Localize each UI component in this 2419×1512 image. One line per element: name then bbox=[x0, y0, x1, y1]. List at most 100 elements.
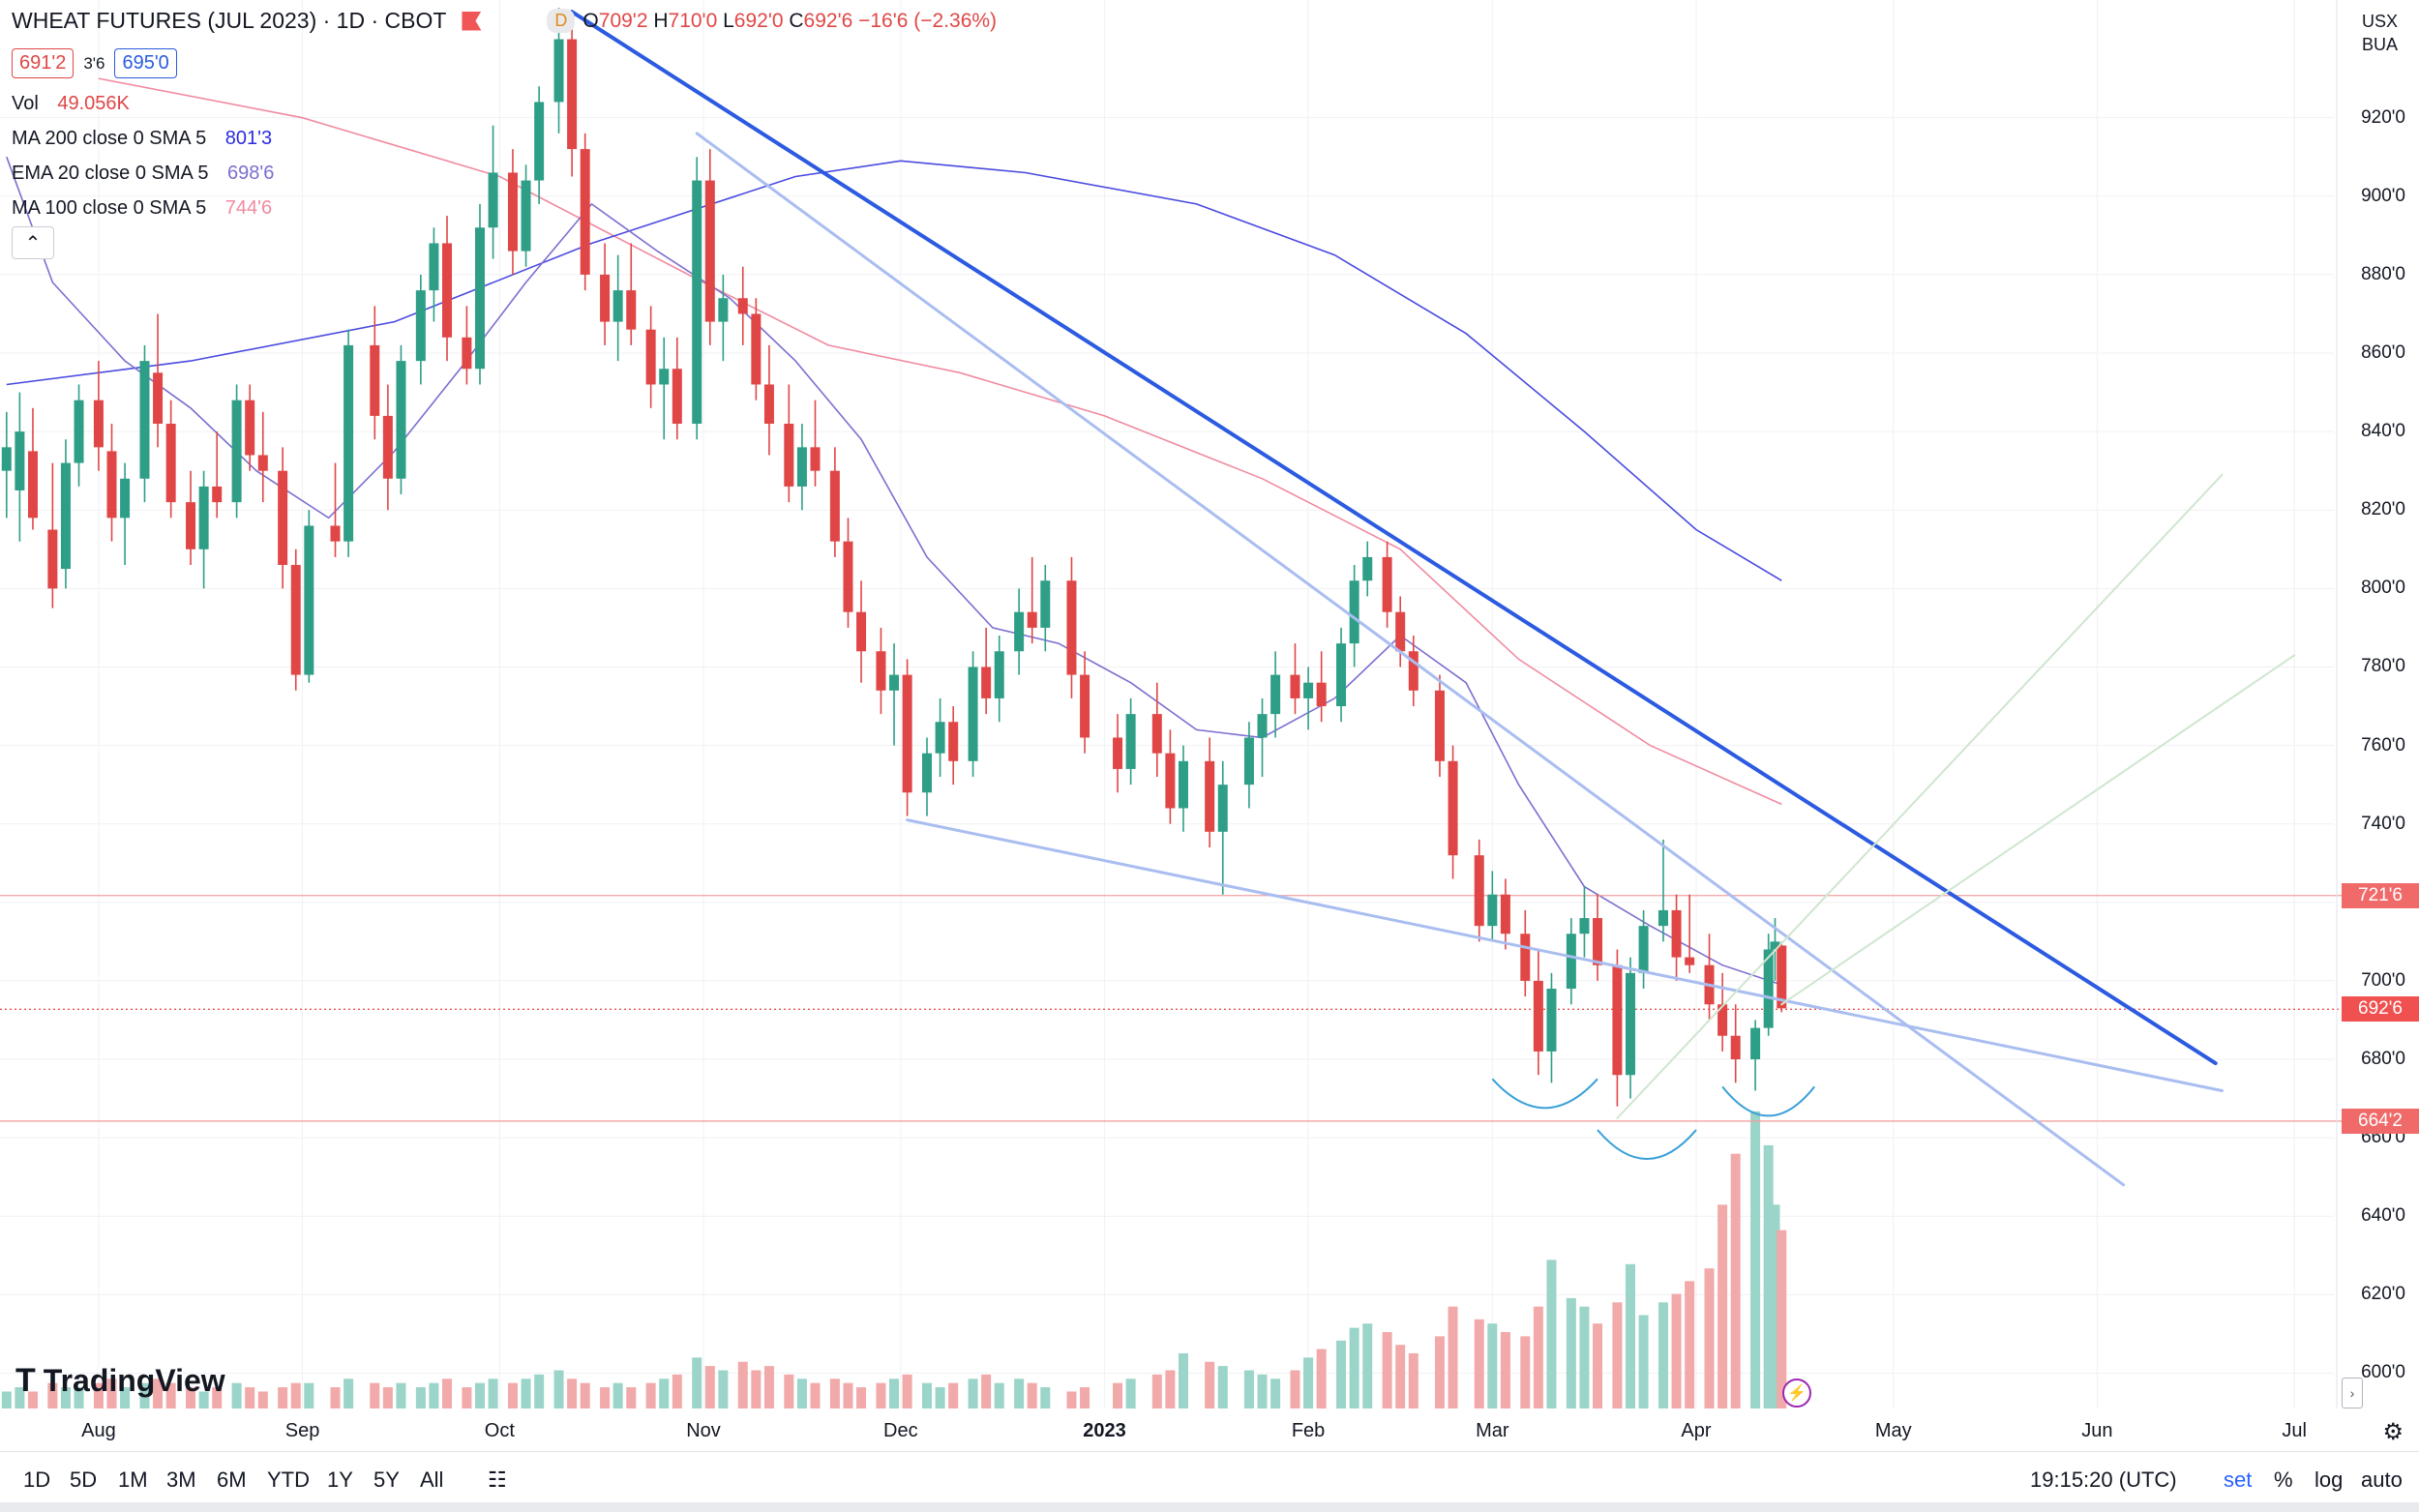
sell-button[interactable]: 691'2 bbox=[12, 48, 75, 78]
volume-bar bbox=[245, 1387, 255, 1408]
candle-body bbox=[462, 337, 472, 370]
bottom-strip bbox=[0, 1502, 2419, 1512]
candle-body bbox=[704, 180, 715, 322]
scroll-to-latest-icon[interactable]: › bbox=[2342, 1378, 2363, 1408]
candle-body bbox=[488, 172, 498, 228]
ma100-line bbox=[98, 77, 1782, 806]
lightning-icon[interactable]: ⚡ bbox=[1782, 1379, 1811, 1408]
candle-body bbox=[1257, 714, 1268, 738]
volume-bar bbox=[935, 1387, 945, 1408]
candle-body bbox=[382, 415, 393, 479]
candle-body bbox=[15, 431, 25, 490]
candle-body bbox=[692, 180, 702, 425]
volume-bar bbox=[1487, 1323, 1498, 1408]
scale-percent[interactable]: % bbox=[2274, 1468, 2293, 1492]
price-chart[interactable] bbox=[0, 0, 2419, 1451]
scale-set[interactable]: set bbox=[2224, 1468, 2253, 1492]
timeframe-3m[interactable]: 3M bbox=[166, 1468, 196, 1492]
indicator-lines bbox=[0, 77, 2342, 1122]
volume-bar bbox=[1303, 1357, 1314, 1408]
trendline bbox=[695, 132, 2126, 1187]
candle-body bbox=[165, 424, 176, 503]
volume-bar bbox=[1205, 1361, 1215, 1408]
volume-bar bbox=[1151, 1374, 1162, 1408]
x-tick-label: Sep bbox=[284, 1420, 320, 1441]
scale-log[interactable]: log bbox=[2314, 1468, 2344, 1492]
timeframe-1d[interactable]: 1D bbox=[23, 1468, 51, 1492]
candle-body bbox=[843, 541, 853, 612]
volume-bar bbox=[1316, 1349, 1327, 1408]
gear-icon[interactable]: ⚙ bbox=[2382, 1419, 2404, 1445]
candle-body bbox=[1434, 690, 1445, 761]
candle-body bbox=[1336, 643, 1347, 707]
legend-value: 744'6 bbox=[224, 197, 273, 219]
candle-body bbox=[198, 486, 209, 549]
volume-bar bbox=[1014, 1379, 1025, 1408]
clock[interactable]: 19:15:20 (UTC) bbox=[2030, 1468, 2177, 1492]
candle-body bbox=[889, 674, 900, 691]
timeframe-5y[interactable]: 5Y bbox=[373, 1468, 400, 1492]
legend-ema20[interactable]: EMA 20 close 0 SMA 5 698'6 bbox=[12, 163, 274, 185]
candle-body bbox=[751, 313, 762, 385]
volume-bar bbox=[1685, 1281, 1695, 1408]
volume-bar bbox=[1434, 1336, 1445, 1408]
candle-body bbox=[1448, 760, 1458, 856]
volume-bar bbox=[198, 1391, 209, 1408]
volume-bar bbox=[93, 1382, 104, 1408]
currency-unit[interactable]: USX BUA bbox=[2362, 10, 2398, 56]
volume-bar bbox=[737, 1361, 748, 1408]
tradingview-logo[interactable]: T TradingView bbox=[15, 1362, 225, 1400]
timeframe-all[interactable]: All bbox=[420, 1468, 444, 1492]
volume-bar bbox=[1066, 1391, 1077, 1408]
volume-bar bbox=[843, 1382, 853, 1408]
volume-bar bbox=[1730, 1153, 1741, 1408]
legend-volume[interactable]: Vol 49.056K bbox=[12, 93, 130, 115]
volume-bar bbox=[1474, 1319, 1484, 1408]
flag-icon[interactable] bbox=[462, 11, 482, 31]
legend-ma200[interactable]: MA 200 close 0 SMA 5 801'3 bbox=[12, 128, 272, 150]
y-tick-label: 820'0 bbox=[2361, 499, 2405, 520]
candle-body bbox=[1270, 674, 1281, 715]
volume-bar bbox=[1336, 1340, 1347, 1408]
timeframe-1y[interactable]: 1Y bbox=[327, 1468, 353, 1492]
candle-body bbox=[521, 180, 531, 252]
legend-label: EMA 20 close 0 SMA 5 bbox=[12, 163, 209, 184]
volume-bar bbox=[1080, 1387, 1090, 1408]
volume-bar bbox=[1520, 1336, 1531, 1408]
candle-body bbox=[856, 611, 867, 652]
candle-body bbox=[600, 274, 611, 322]
volume-bar bbox=[382, 1387, 393, 1408]
volume-bar bbox=[304, 1382, 314, 1408]
x-tick-label: May bbox=[1874, 1420, 1912, 1441]
volume-bars bbox=[1, 1111, 1787, 1408]
candle-body bbox=[1066, 580, 1077, 675]
volume-bar bbox=[396, 1382, 406, 1408]
timeframe-6m[interactable]: 6M bbox=[217, 1468, 247, 1492]
volume-bar bbox=[1750, 1111, 1761, 1408]
volume-bar bbox=[1546, 1260, 1557, 1408]
buy-button[interactable]: 695'0 bbox=[114, 48, 177, 78]
volume-bar bbox=[981, 1374, 992, 1408]
scale-auto[interactable]: auto bbox=[2361, 1468, 2403, 1492]
y-tick-label: 620'0 bbox=[2361, 1284, 2405, 1305]
candle-body bbox=[1303, 682, 1314, 698]
candle-body bbox=[120, 478, 131, 519]
y-tick-label: 900'0 bbox=[2361, 185, 2405, 206]
timeframe-5d[interactable]: 5D bbox=[70, 1468, 98, 1492]
timeframe-1m[interactable]: 1M bbox=[118, 1468, 148, 1492]
volume-bar bbox=[1178, 1352, 1188, 1408]
symbol-header[interactable]: WHEAT FUTURES (JUL 2023) · 1D · CBOT D O… bbox=[12, 8, 997, 34]
date-range-icon[interactable]: ☷ bbox=[488, 1468, 507, 1492]
volume-bar bbox=[1217, 1366, 1228, 1408]
symbol-title[interactable]: WHEAT FUTURES (JUL 2023) · 1D · CBOT bbox=[12, 8, 447, 33]
legend-value: 49.056K bbox=[57, 93, 130, 114]
pattern-arc bbox=[1721, 1085, 1816, 1117]
legend-ma100[interactable]: MA 100 close 0 SMA 5 744'6 bbox=[12, 197, 272, 220]
timeframe-ytd[interactable]: YTD bbox=[267, 1468, 310, 1492]
volume-bar bbox=[553, 1370, 564, 1408]
candle-body bbox=[1, 447, 12, 471]
legend-collapse-button[interactable]: ⌃ bbox=[12, 226, 54, 259]
candle-body bbox=[1579, 918, 1590, 934]
volume-bar bbox=[1566, 1297, 1576, 1408]
candle-body bbox=[567, 39, 578, 150]
